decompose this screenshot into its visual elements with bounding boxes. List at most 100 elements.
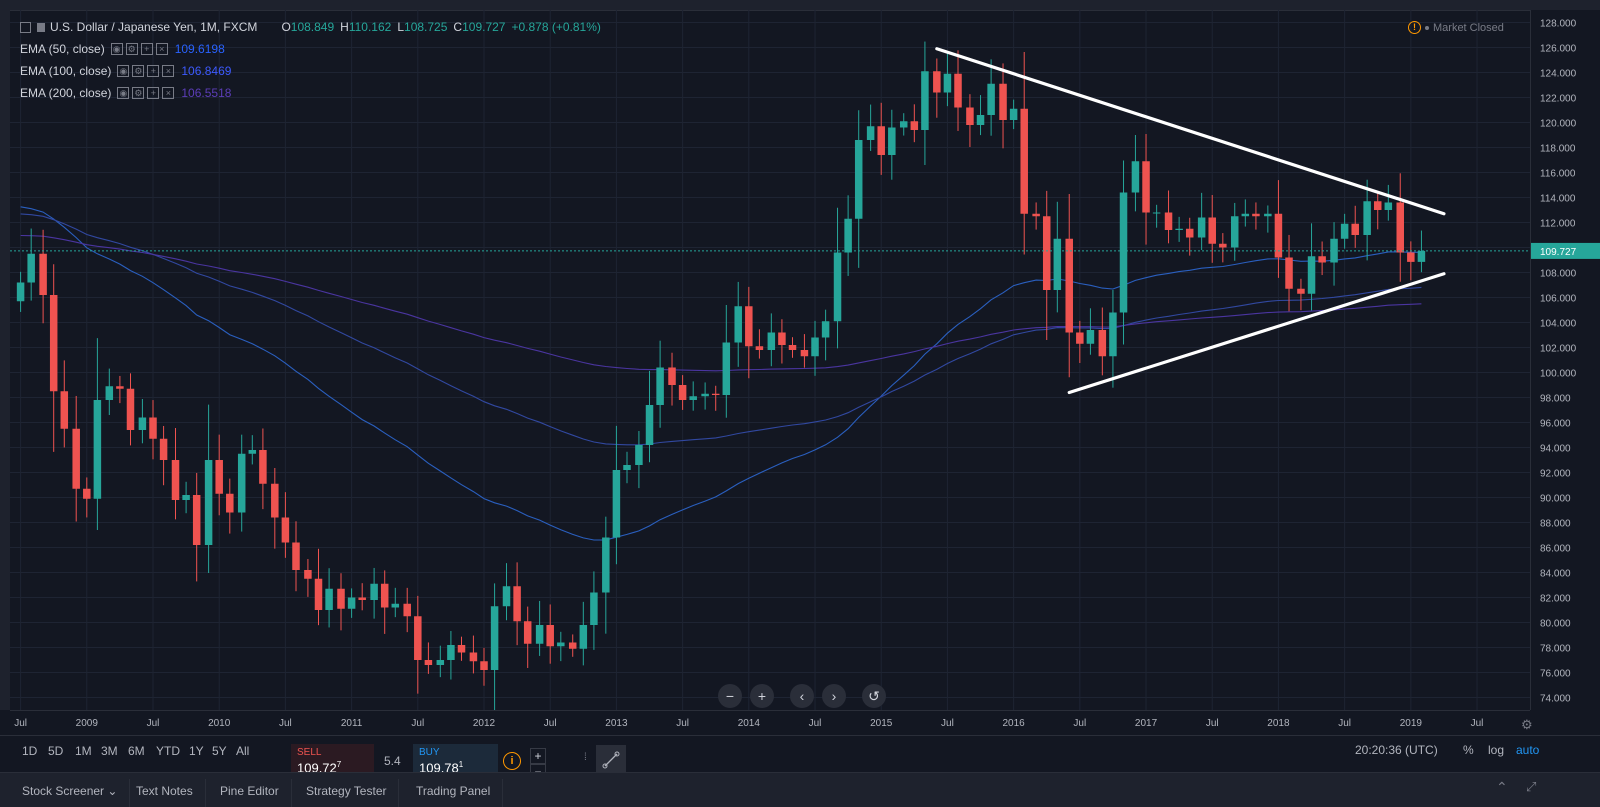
sell-button[interactable]: SELL 109.727	[291, 744, 374, 778]
quantity-increase-button[interactable]: +	[530, 748, 546, 764]
range-1y[interactable]: 1Y	[189, 744, 204, 758]
settings-icon[interactable]: ⚙	[132, 87, 145, 99]
candle-body	[1197, 217, 1206, 238]
candle-body	[1274, 213, 1283, 258]
range-all[interactable]: All	[236, 744, 250, 758]
more-icon[interactable]: +	[147, 65, 160, 77]
range-5d[interactable]: 5D	[48, 744, 64, 758]
price-tick-label: 114.000	[1540, 194, 1576, 205]
close-icon[interactable]: ×	[155, 43, 168, 55]
drag-handle-icon[interactable]: ⁞	[584, 752, 587, 763]
candle-body	[1373, 201, 1382, 210]
candle-body	[1152, 212, 1161, 214]
settings-icon[interactable]: ⚙	[132, 65, 145, 77]
scroll-forward-button[interactable]: ›	[822, 684, 846, 708]
candle	[1407, 241, 1415, 281]
utc-clock[interactable]: 20:20:36 (UTC)	[1355, 743, 1438, 757]
settings-icon[interactable]: ⚙	[125, 43, 138, 55]
range-1d[interactable]: 1D	[22, 744, 38, 758]
candle-body	[1241, 213, 1250, 217]
tab-stock-screener[interactable]: Stock Screener ⌄	[10, 779, 131, 807]
candle-body	[1351, 223, 1359, 235]
market-status[interactable]: ! Market Closed	[1408, 21, 1504, 34]
candle	[325, 568, 333, 628]
symbol-title[interactable]: U.S. Dollar / Japanese Yen, 1M, FXCM	[50, 20, 258, 34]
candle-body	[910, 121, 919, 130]
gear-icon[interactable]: ⚙	[1521, 717, 1533, 732]
candle-body	[711, 393, 720, 395]
candle-body	[722, 342, 731, 395]
reset-chart-button[interactable]: ↺	[862, 684, 886, 708]
range-5y[interactable]: 5Y	[212, 744, 227, 758]
candle	[701, 382, 709, 410]
trendline-tool-button[interactable]	[596, 745, 626, 775]
zoom-in-button[interactable]: +	[750, 684, 774, 708]
tab-trading-panel[interactable]: Trading Panel	[404, 779, 504, 807]
range-6m[interactable]: 6M	[128, 744, 145, 758]
info-icon[interactable]: i	[503, 752, 521, 770]
eye-icon[interactable]: ◉	[117, 87, 130, 99]
eye-icon[interactable]: ◉	[110, 43, 123, 55]
collapse-icon[interactable]	[20, 21, 31, 33]
ema-100-name[interactable]: EMA (100, close)	[20, 64, 112, 78]
auto-scale-button[interactable]: auto	[1516, 743, 1540, 757]
bottom-panel-tabs: Stock Screener ⌄ Text Notes Pine Editor …	[0, 772, 1600, 807]
time-tick-label: Jul	[941, 718, 954, 729]
candle-body	[237, 453, 246, 513]
close-icon[interactable]: ×	[162, 87, 175, 99]
candle	[215, 434, 223, 516]
candle	[447, 630, 455, 680]
candle-body	[954, 73, 962, 108]
sell-price: 109.727	[297, 760, 342, 776]
candle	[535, 600, 544, 656]
candle-body	[1042, 216, 1051, 290]
candle-body	[1131, 161, 1140, 193]
ema-50-legend[interactable]: EMA (50, close) ◉ ⚙ + × 109.6198	[20, 38, 601, 60]
tab-text-notes[interactable]: Text Notes	[124, 779, 206, 807]
more-icon[interactable]: +	[147, 87, 160, 99]
range-1m[interactable]: 1M	[75, 744, 92, 758]
candle-body	[1340, 223, 1349, 239]
price-tick-label: 120.000	[1540, 119, 1577, 130]
candle-body	[755, 346, 764, 350]
chevron-up-icon[interactable]: ⌃	[1496, 779, 1508, 795]
price-chart[interactable]	[10, 10, 1530, 710]
price-tick-label: 128.000	[1540, 19, 1577, 30]
candle-body	[424, 660, 433, 665]
candle-body	[370, 583, 378, 600]
zoom-out-button[interactable]: −	[718, 684, 742, 708]
candle	[281, 492, 290, 558]
more-icon[interactable]: +	[140, 43, 153, 55]
log-scale-button[interactable]: log	[1488, 743, 1505, 757]
candle	[490, 583, 499, 710]
candle	[1197, 192, 1206, 250]
range-3m[interactable]: 3M	[101, 744, 118, 758]
ema-200-legend[interactable]: EMA (200, close) ◉ ⚙ + × 106.5518	[20, 82, 601, 104]
time-axis[interactable]: Jul 2009 Jul 2010 Jul 2011 Jul 2012 Jul 2013 Jul 20…	[10, 710, 1530, 733]
ema-100-legend[interactable]: EMA (100, close) ◉ ⚙ + × 106.8469	[20, 60, 601, 82]
tab-pine-editor[interactable]: Pine Editor	[208, 779, 292, 807]
candle	[602, 516, 610, 634]
candle-body	[1417, 250, 1426, 262]
candle-body	[590, 592, 598, 625]
candle-body	[347, 597, 356, 609]
candles	[16, 41, 1426, 710]
ema-200-name[interactable]: EMA (200, close)	[20, 86, 112, 100]
maximize-icon[interactable]: ⤢	[1526, 779, 1537, 794]
candle	[182, 481, 190, 514]
ema-100-value: 106.8469	[181, 64, 232, 78]
close-icon[interactable]: ×	[162, 65, 175, 77]
scroll-back-button[interactable]: ‹	[790, 684, 814, 708]
candle	[204, 404, 213, 574]
range-ytd[interactable]: YTD	[156, 744, 180, 758]
trendlines[interactable]	[935, 47, 1446, 395]
eye-icon[interactable]: ◉	[117, 65, 130, 77]
candle	[502, 563, 511, 621]
price-axis[interactable]: 128.000 126.000 124.000 122.000 120.000 118.0…	[1530, 10, 1600, 710]
candle	[192, 472, 201, 582]
candle	[722, 304, 731, 418]
percent-scale-button[interactable]: %	[1463, 743, 1474, 757]
ema-lines	[20, 206, 1422, 541]
tab-strategy-tester[interactable]: Strategy Tester	[294, 779, 400, 807]
ema-50-name[interactable]: EMA (50, close)	[20, 42, 105, 56]
